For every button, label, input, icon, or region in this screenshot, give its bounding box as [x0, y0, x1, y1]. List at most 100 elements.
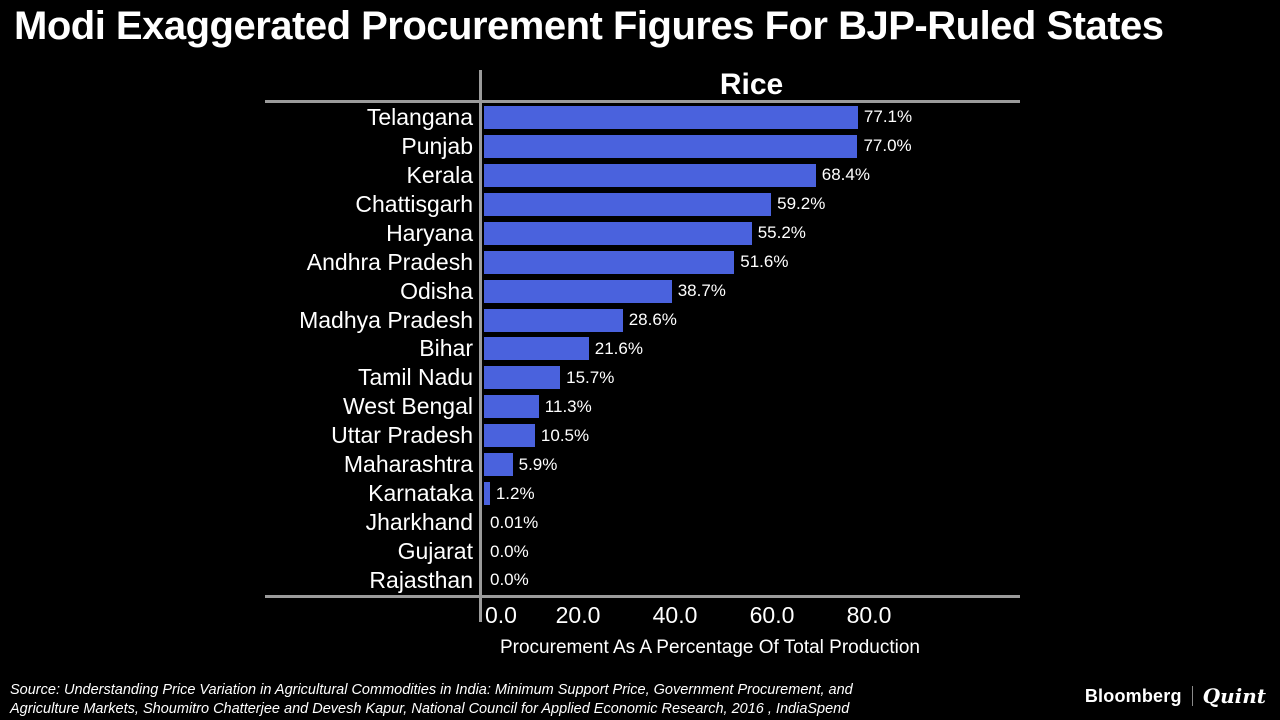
bar-value-label: 0.0% — [490, 541, 529, 561]
bloomberg-logo: Bloomberg — [1084, 685, 1182, 706]
chart-row: Rajasthan 0.0% — [265, 566, 1020, 595]
category-label: Gujarat — [397, 538, 473, 565]
bar-value-label: 0.0% — [490, 570, 529, 590]
category-label: West Bengal — [343, 393, 473, 420]
bar-value-label: 10.5% — [540, 425, 590, 445]
bar-area: 77.0% — [482, 132, 1020, 161]
chart-row: Karnataka 1.2% — [265, 479, 1020, 508]
source-note: Source: Understanding Price Variation in… — [10, 681, 990, 719]
category-label: Haryana — [386, 219, 473, 246]
chart-row: Chattisgarh 59.2% — [265, 190, 1020, 219]
chart-bottom-border — [265, 595, 1020, 598]
x-tick-label: 40.0 — [652, 602, 698, 628]
x-tick-label: 20.0 — [555, 602, 601, 628]
category-label: Kerala — [406, 161, 473, 188]
chart-row: Jharkhand 0.01% — [265, 508, 1020, 537]
bar — [484, 308, 623, 332]
category-label: Tamil Nadu — [357, 364, 473, 391]
chart-rows: Telangana 77.1% Punjab 77.0% Kerala 68.4% Chat… — [265, 103, 1020, 595]
category-label: Bihar — [419, 335, 473, 362]
chart-row: Andhra Pradesh 51.6% — [265, 248, 1020, 277]
bar-value-label: 68.4% — [821, 165, 870, 185]
bar — [484, 424, 535, 448]
x-tick-label: 0.0 — [485, 602, 517, 628]
chart-row: Punjab 77.0% — [265, 132, 1020, 161]
chart-row: Uttar Pradesh 10.5% — [265, 421, 1020, 450]
bar-value-label: 59.2% — [777, 194, 826, 214]
bar-area: 55.2% — [482, 219, 1020, 248]
bar-area: 1.2% — [482, 479, 1020, 508]
bar-value-label: 51.6% — [740, 252, 789, 272]
bar-area: 59.2% — [482, 190, 1020, 219]
bar-value-label: 28.6% — [628, 310, 677, 330]
chart-row: Madhya Pradesh 28.6% — [265, 306, 1020, 335]
bar-area: 38.7% — [482, 277, 1020, 306]
bar-value-label: 15.7% — [566, 367, 615, 387]
bar-area: 28.6% — [482, 306, 1020, 335]
chart-row: Telangana 77.1% — [265, 103, 1020, 132]
bar-value-label: 21.6% — [594, 338, 643, 358]
chart-row: Odisha 38.7% — [265, 277, 1020, 306]
bar-area: 5.9% — [482, 450, 1020, 479]
bar — [484, 366, 561, 390]
bar-value-label: 38.7% — [677, 281, 726, 301]
quint-logo: Quint — [1202, 684, 1266, 708]
bar-value-label: 77.1% — [863, 107, 913, 127]
category-label: Odisha — [400, 277, 473, 304]
bar — [484, 279, 672, 303]
chart-title: Rice — [719, 68, 784, 101]
bar — [484, 134, 858, 158]
bar-area: 0.0% — [482, 537, 1020, 566]
chart-row: Tamil Nadu 15.7% — [265, 363, 1020, 392]
category-label: Karnataka — [368, 480, 473, 507]
x-tick-label: 60.0 — [749, 602, 795, 628]
page-title: Modi Exaggerated Procurement Figures For… — [14, 4, 1164, 48]
bar-area: 51.6% — [482, 248, 1020, 277]
bar — [484, 221, 752, 245]
bar — [484, 163, 816, 187]
bar — [484, 250, 735, 274]
chart-row: Gujarat 0.0% — [265, 537, 1020, 566]
bar-value-label: 11.3% — [544, 396, 592, 416]
chart-row: Haryana 55.2% — [265, 219, 1020, 248]
bar-area: 21.6% — [482, 335, 1020, 364]
bar-value-label: 5.9% — [518, 454, 558, 474]
brand-logo: Bloomberg Quint — [1085, 684, 1266, 708]
bar-area: 10.5% — [482, 421, 1020, 450]
bar-area: 77.1% — [482, 103, 1020, 132]
bar-area: 0.0% — [482, 566, 1020, 595]
category-label: Punjab — [401, 132, 473, 159]
source-line-1: Source: Understanding Price Variation in… — [10, 682, 853, 698]
category-label: Uttar Pradesh — [331, 422, 473, 449]
bar — [484, 337, 589, 361]
bar — [484, 192, 772, 216]
chart-row: West Bengal 11.3% — [265, 392, 1020, 421]
category-label: Chattisgarh — [355, 190, 473, 217]
category-label: Jharkhand — [365, 509, 473, 536]
category-label: Andhra Pradesh — [306, 248, 473, 275]
bar-area: 15.7% — [482, 363, 1020, 392]
category-label: Madhya Pradesh — [299, 306, 473, 333]
bar-area: 11.3% — [482, 392, 1020, 421]
bar — [484, 395, 539, 419]
y-axis-line — [479, 70, 482, 622]
chart-top-border — [265, 100, 1020, 103]
x-axis-label: Procurement As A Percentage Of Total Pro… — [499, 637, 921, 658]
category-label: Rajasthan — [369, 566, 473, 593]
bar — [484, 453, 513, 477]
bar-value-label: 77.0% — [863, 136, 912, 156]
x-axis-ticks: 0.0 20.0 40.0 60.0 80.0 — [481, 602, 1020, 630]
bar-area: 0.01% — [482, 508, 1020, 537]
chart-row: Maharashtra 5.9% — [265, 450, 1020, 479]
category-label: Maharashtra — [343, 451, 473, 478]
source-line-2: Agriculture Markets, Shoumitro Chatterje… — [10, 701, 850, 717]
bar — [484, 105, 858, 129]
brand-separator — [1191, 686, 1193, 706]
bar-value-label: 55.2% — [757, 223, 806, 243]
category-label: Telangana — [366, 103, 473, 130]
bar — [484, 482, 490, 506]
chart-row: Kerala 68.4% — [265, 161, 1020, 190]
bar-area: 68.4% — [482, 161, 1020, 190]
chart-row: Bihar 21.6% — [265, 335, 1020, 364]
